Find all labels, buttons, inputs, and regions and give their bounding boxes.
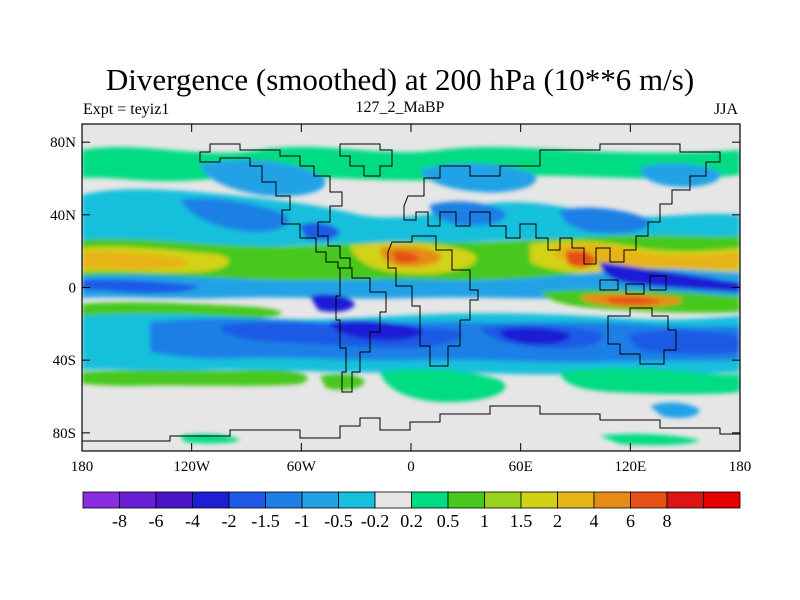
colorbar-swatch: [557, 491, 595, 509]
colorbar-swatch: [338, 491, 376, 509]
coastline-north-america: [199, 143, 351, 269]
colorbar-level-label: 0.2: [400, 511, 423, 531]
colorbar-level-label: 2: [553, 511, 562, 531]
colorbar-swatch: [192, 491, 230, 509]
coastline-layer: [82, 143, 740, 442]
coastline-australia: [607, 307, 677, 365]
contour-region: [82, 251, 188, 270]
colorbar-swatch: [411, 491, 449, 509]
contour-region: [600, 433, 700, 446]
colorbar-swatch: [666, 491, 704, 509]
colorbar-level-label: 8: [663, 511, 672, 531]
lat-tick-label: 80N: [50, 135, 76, 151]
colorbar-swatch: [82, 491, 120, 509]
colorbar-swatch: [155, 491, 193, 509]
map-title: Divergence (smoothed) at 200 hPa (10**6 …: [105, 62, 695, 97]
contour-region: [605, 297, 660, 305]
colorbar-swatch: [630, 491, 668, 509]
contour-region: [560, 368, 740, 395]
contour-region: [629, 330, 740, 355]
contour-region: [200, 159, 326, 197]
experiment-label: Expt = teyiz1: [83, 101, 170, 118]
contour-region: [650, 402, 700, 418]
colorbar: -8 -6 -4 -2 -1.5 -1 -0.5 -0.2 0.2 0.5 1 1.5 2 4 6 8: [82, 491, 741, 531]
colorbar-swatch: [703, 491, 741, 509]
colorbar-level-label: -0.5: [324, 511, 353, 531]
contour-region: [420, 163, 537, 193]
colorbar-level-label: 6: [626, 511, 635, 531]
contour-region: [640, 163, 721, 188]
lon-tick-label: 120E: [614, 459, 646, 475]
lat-tick-label: 40S: [53, 353, 76, 369]
colorbar-level-label: -0.2: [361, 511, 390, 531]
colorbar-level-label: -8: [112, 511, 127, 531]
lon-tick-label: 60W: [287, 459, 317, 475]
contour-region: [560, 207, 651, 234]
colorbar-swatch: [374, 491, 412, 509]
colorbar-swatch: [447, 491, 485, 509]
coastline-africa: [387, 235, 479, 367]
lon-tick-label: 60E: [509, 459, 533, 475]
colorbar-level-label: -4: [185, 511, 200, 531]
contour-region: [310, 294, 355, 312]
colorbar-level-label: -6: [149, 511, 164, 531]
colorbar-level-label: 0.5: [437, 511, 460, 531]
contour-region: [82, 369, 308, 386]
colorbar-swatch: [484, 491, 522, 509]
colorbar-swatch: [301, 491, 339, 509]
colorbar-level-label: -1: [295, 511, 310, 531]
longitude-axis: 180 120W 60W 0 60E 120E 180: [71, 124, 752, 475]
contour-region: [380, 369, 506, 403]
contour-fill-layer: [82, 124, 740, 451]
coastline-greenland: [339, 143, 393, 177]
contour-region: [565, 250, 596, 268]
colorbar-level-label: -1.5: [251, 511, 280, 531]
run-label: 127_2_MaBP: [355, 99, 445, 116]
contour-region: [500, 327, 571, 345]
coastline-maritime: [599, 275, 667, 295]
contour-region: [82, 279, 200, 294]
coastline-south-america: [335, 267, 387, 393]
contour-region: [180, 198, 290, 232]
colorbar-swatch: [520, 491, 558, 509]
colorbar-level-label: 1: [480, 511, 489, 531]
lat-tick-label: 40N: [50, 208, 76, 224]
colorbar-level-label: 4: [590, 511, 599, 531]
lon-tick-label: 180: [71, 459, 94, 475]
coastline-antarctica: [82, 405, 740, 442]
lat-tick-label: 80S: [53, 426, 76, 442]
coastline-eurasia: [403, 143, 721, 265]
colorbar-swatch: [119, 491, 157, 509]
contour-region: [430, 201, 506, 226]
colorbar-level-label: -2: [222, 511, 237, 531]
lat-tick-label: 0: [69, 281, 77, 297]
latitude-axis: 80N 40N 0 40S 80S: [50, 135, 740, 442]
contour-region: [300, 222, 340, 240]
colorbar-level-label: 1.5: [510, 511, 533, 531]
lon-tick-label: 0: [407, 459, 415, 475]
season-label: JJA: [714, 101, 739, 118]
contour-region: [600, 262, 740, 292]
contour-region: [392, 251, 420, 263]
colorbar-swatch: [228, 491, 266, 509]
colorbar-swatch: [265, 491, 303, 509]
colorbar-swatch: [593, 491, 631, 509]
lon-tick-label: 180: [729, 459, 752, 475]
lon-tick-label: 120W: [173, 459, 211, 475]
contour-region: [330, 320, 423, 341]
